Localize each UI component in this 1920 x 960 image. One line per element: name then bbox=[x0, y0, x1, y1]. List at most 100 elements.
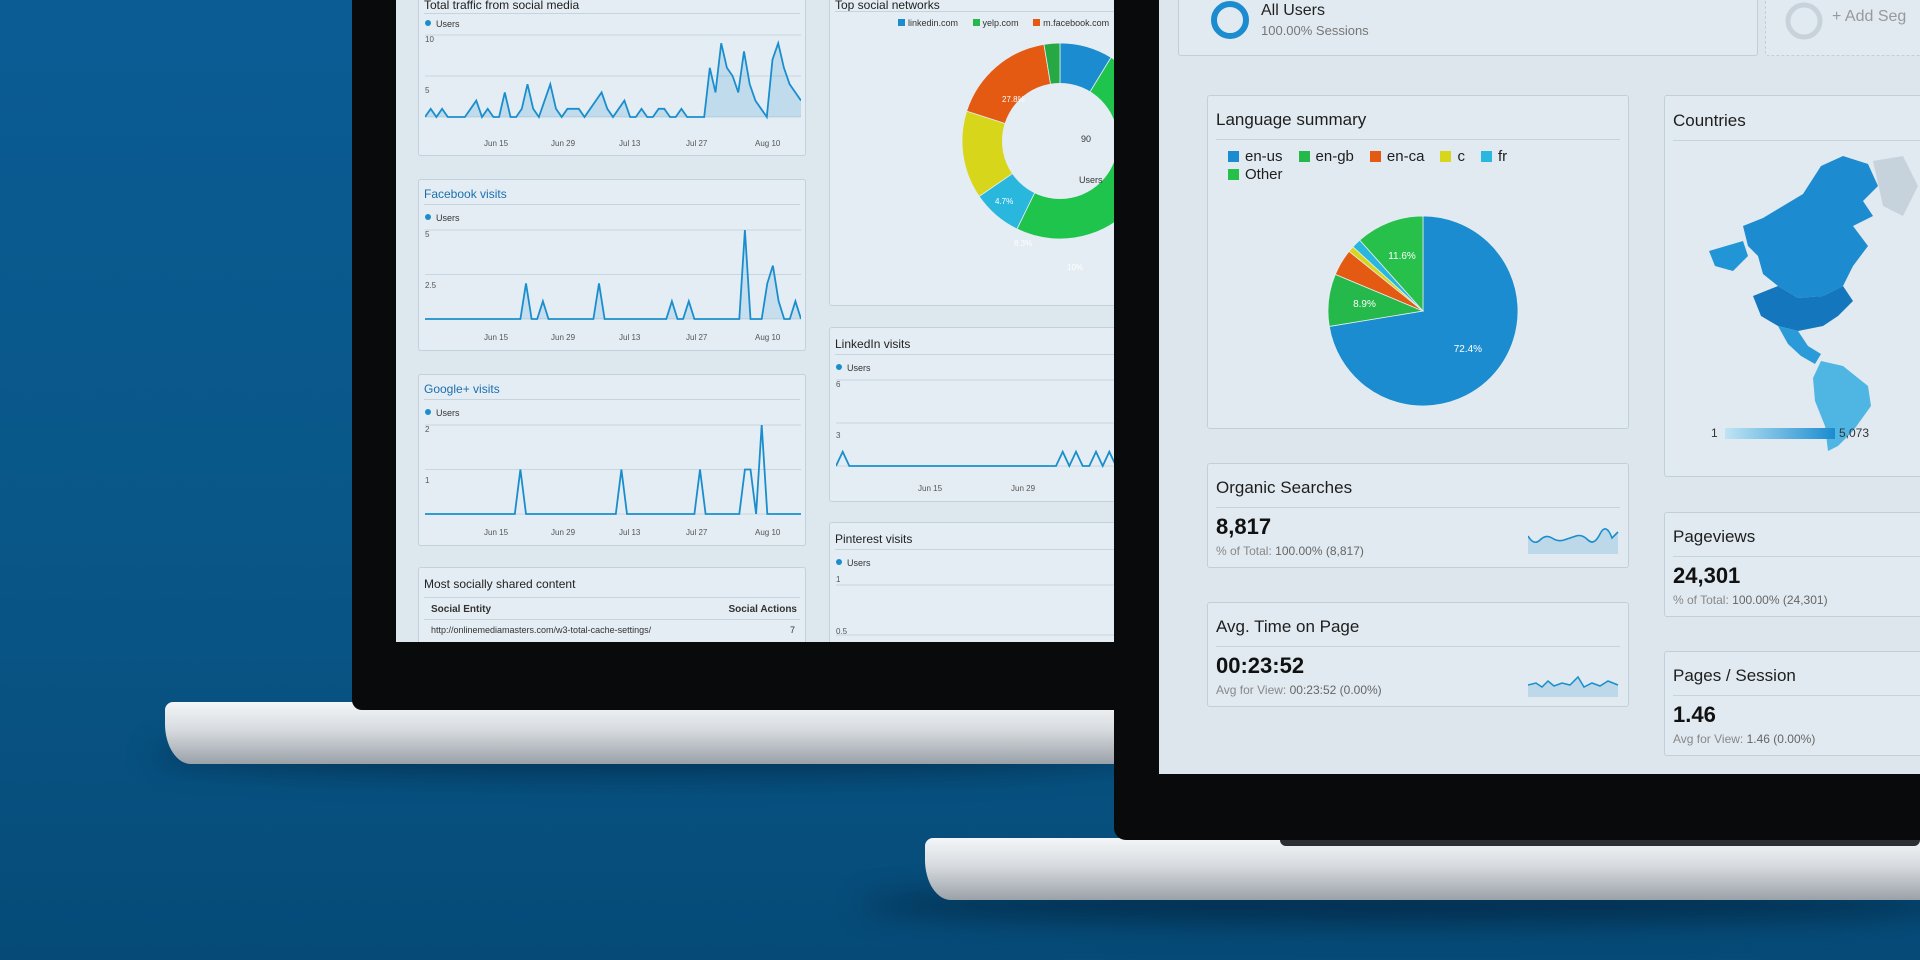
usa-region bbox=[1753, 286, 1853, 331]
segment-card[interactable]: All Users 100.00% Sessions bbox=[1178, 0, 1758, 56]
x-tick: Jul 13 bbox=[619, 139, 641, 148]
facebook-card: Facebook visits Users 5 2.5 Jun 15 Jun 2… bbox=[418, 179, 806, 351]
x-tick: Jun 15 bbox=[484, 528, 509, 537]
social-networks-card: Top social networks linkedin.com yelp.co… bbox=[829, 0, 1116, 306]
countries-card: Countries 1 5,073 bbox=[1664, 95, 1920, 477]
card-title: Pages / Session bbox=[1673, 666, 1796, 685]
greenland-region bbox=[1873, 156, 1918, 216]
slice-label: 11.6% bbox=[1388, 251, 1416, 262]
language-summary-card: Language summary en-us en-gb en-ca c fr Othe… bbox=[1207, 95, 1629, 429]
column-header: Social Actions bbox=[728, 604, 797, 615]
divider bbox=[424, 619, 800, 620]
y-tick: 1 bbox=[836, 575, 841, 584]
series-legend: Users bbox=[425, 19, 460, 29]
legend-item[interactable]: c bbox=[1440, 148, 1465, 165]
googleplus-card: Google+ visits Users 2 1 Jun 15 Jun 29 J… bbox=[418, 374, 806, 546]
series-line bbox=[425, 229, 801, 320]
x-tick: Jun 15 bbox=[484, 139, 509, 148]
y-tick: 3 bbox=[836, 431, 841, 440]
linkedin-line-chart bbox=[836, 379, 1116, 469]
x-tick: Aug 10 bbox=[755, 333, 781, 342]
donut-hole bbox=[1002, 83, 1116, 199]
linkedin-card: LinkedIn visits Users 6 3 Jun 15 Jun 29 bbox=[829, 327, 1116, 502]
legend-item[interactable]: en-gb bbox=[1298, 148, 1354, 165]
column-header: Social Entity bbox=[431, 604, 492, 615]
divider bbox=[424, 399, 800, 400]
series-legend: Users bbox=[425, 213, 460, 223]
divider bbox=[1673, 556, 1920, 557]
organic-sparkline bbox=[1528, 528, 1619, 554]
googleplus-line-chart bbox=[425, 424, 801, 515]
slice-label: 8.9% bbox=[1353, 299, 1376, 310]
mexico-region bbox=[1778, 326, 1821, 364]
card-title: Language summary bbox=[1216, 110, 1367, 129]
y-tick: 0.5 bbox=[836, 627, 848, 636]
metric-sub: Avg for View: 00:23:52 (0.00%) bbox=[1216, 683, 1382, 697]
canada-region bbox=[1743, 156, 1878, 298]
network-legend: linkedin.com yelp.com m.facebook.com bbox=[898, 18, 1109, 28]
divider bbox=[835, 354, 1116, 355]
y-tick: 10 bbox=[425, 35, 434, 44]
card-title: Avg. Time on Page bbox=[1216, 617, 1360, 636]
series-legend: Users bbox=[836, 363, 871, 373]
shared-content-card: Most socially shared content Social Enti… bbox=[418, 567, 806, 642]
slice-label: 10% bbox=[1067, 263, 1084, 272]
content-url-link[interactable]: http://onlinemediamasters.com/w3-total-c… bbox=[431, 625, 652, 635]
scale-min: 1 bbox=[1711, 426, 1718, 440]
divider bbox=[424, 204, 800, 205]
metric-value: 24,301 bbox=[1673, 563, 1741, 588]
card-title[interactable]: Facebook visits bbox=[424, 187, 507, 201]
divider bbox=[1216, 507, 1620, 508]
y-tick: 5 bbox=[425, 86, 430, 95]
card-title: Total traffic from social media bbox=[424, 0, 580, 12]
card-title: Most socially shared content bbox=[424, 577, 576, 591]
y-tick: 1 bbox=[425, 476, 430, 485]
legend-item[interactable]: en-ca bbox=[1369, 148, 1424, 165]
pie-slice bbox=[1359, 215, 1424, 313]
pages-per-session-card: Pages / Session 1.46 Avg for View: 1.46 … bbox=[1664, 651, 1920, 756]
legend-item[interactable]: fr bbox=[1480, 148, 1507, 165]
x-tick: Jun 29 bbox=[551, 139, 576, 148]
legend-item[interactable]: Other bbox=[1228, 166, 1283, 183]
series-line bbox=[425, 424, 801, 515]
laptop-base bbox=[165, 702, 1155, 764]
card-title: Countries bbox=[1673, 111, 1746, 130]
x-tick: Jul 13 bbox=[619, 333, 641, 342]
traffic-line-chart bbox=[425, 34, 801, 120]
divider bbox=[424, 13, 800, 14]
x-tick: Aug 10 bbox=[755, 139, 781, 148]
x-tick: Jun 15 bbox=[918, 484, 943, 493]
metric-sub: Avg for View: 1.46 (0.00%) bbox=[1673, 732, 1816, 746]
add-segment-button[interactable]: + Add Seg bbox=[1765, 0, 1920, 56]
segment-sessions: 100.00% Sessions bbox=[1261, 23, 1369, 38]
scale-gradient bbox=[1725, 428, 1835, 439]
donut-center-label: Users bbox=[1079, 175, 1103, 185]
pinterest-card: Pinterest visits Users 1 0.5 bbox=[829, 522, 1116, 642]
traffic-card: Total traffic from social media Users 10… bbox=[418, 0, 806, 156]
legend-item[interactable]: en-us bbox=[1228, 148, 1283, 165]
x-tick: Jun 29 bbox=[551, 528, 576, 537]
world-map[interactable] bbox=[1703, 146, 1920, 456]
divider bbox=[1216, 139, 1620, 140]
x-tick: Jul 27 bbox=[686, 139, 708, 148]
x-tick: Jun 29 bbox=[1011, 484, 1036, 493]
series-legend: Users bbox=[425, 408, 460, 418]
facebook-line-chart bbox=[425, 229, 801, 320]
card-title: Top social networks bbox=[835, 0, 940, 12]
card-title: LinkedIn visits bbox=[835, 337, 911, 351]
x-tick: Aug 10 bbox=[755, 528, 781, 537]
x-tick: Jul 13 bbox=[619, 528, 641, 537]
laptop-hinge bbox=[1280, 838, 1920, 846]
pie-slices: 72.4% 8.9% 11.6% bbox=[1327, 215, 1519, 407]
card-title[interactable]: Google+ visits bbox=[424, 382, 500, 396]
social-networks-donut bbox=[961, 42, 1116, 240]
avg-time-sparkline bbox=[1528, 675, 1619, 697]
slice-label: 72.4% bbox=[1454, 344, 1482, 355]
y-tick: 2 bbox=[425, 425, 430, 434]
series-line bbox=[425, 39, 801, 120]
donut-center-value: 90 bbox=[1081, 134, 1092, 144]
x-tick: Jun 29 bbox=[551, 333, 576, 342]
divider bbox=[1216, 646, 1620, 647]
language-legend: en-us en-gb en-ca c fr Other bbox=[1228, 148, 1558, 184]
divider bbox=[424, 597, 800, 598]
